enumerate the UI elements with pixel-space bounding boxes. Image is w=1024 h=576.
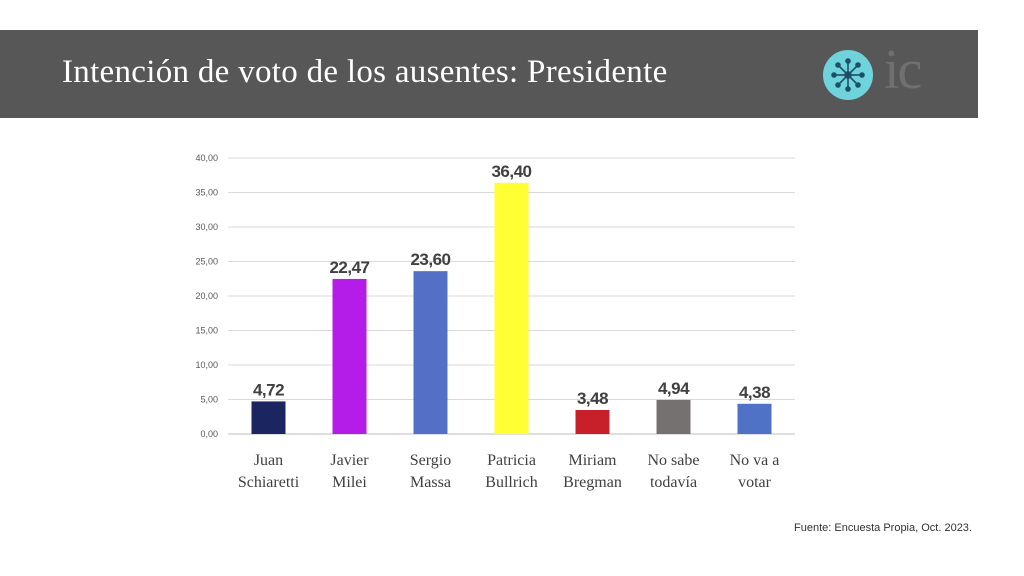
x-tick-label: No va a [730, 452, 780, 469]
bar [737, 403, 772, 434]
title-banner [0, 30, 978, 118]
data-label: 4,94 [658, 379, 690, 398]
data-label: 3,48 [577, 389, 608, 408]
x-tick-label: Bregman [563, 474, 622, 491]
bar [251, 401, 286, 434]
data-label: 22,47 [329, 258, 369, 277]
data-label: 36,40 [491, 162, 531, 181]
x-tick-label: Sergio [410, 452, 451, 469]
x-tick-label: Massa [410, 474, 451, 491]
data-label: 4,38 [739, 383, 770, 402]
bar [332, 278, 367, 434]
y-tick-label: 35,00 [195, 188, 218, 198]
data-label: 23,60 [410, 250, 450, 269]
y-tick-label: 40,00 [195, 153, 218, 163]
x-tick-label: Miriam [569, 452, 618, 469]
source-note: Fuente: Encuesta Propia, Oct. 2023. [794, 522, 972, 534]
x-tick-label: Patricia [487, 452, 536, 469]
y-tick-label: 5,00 [200, 395, 218, 405]
page-title: Intención de voto de los ausentes: Presi… [62, 54, 668, 90]
y-tick-label: 20,00 [195, 291, 218, 301]
x-tick-label: Schiaretti [238, 474, 300, 491]
y-tick-label: 30,00 [195, 222, 218, 232]
x-tick-label: Bullrich [485, 474, 537, 491]
x-tick-label: votar [738, 474, 772, 491]
x-tick-label: No sabe [648, 452, 700, 469]
y-tick-label: 0,00 [200, 429, 218, 439]
x-tick-label: Milei [332, 474, 367, 491]
data-label: 4,72 [253, 380, 284, 399]
y-tick-label: 25,00 [195, 257, 218, 267]
bar [494, 182, 529, 434]
logo-text: ic [884, 39, 922, 101]
x-tick-label: todavía [650, 474, 697, 491]
bar [656, 399, 691, 434]
y-tick-label: 10,00 [195, 360, 218, 370]
bar [575, 409, 610, 434]
network-circle-icon [823, 50, 873, 100]
bar [413, 271, 448, 434]
y-tick-label: 15,00 [195, 326, 218, 336]
x-tick-label: Juan [254, 452, 283, 469]
x-tick-label: Javier [330, 452, 369, 469]
